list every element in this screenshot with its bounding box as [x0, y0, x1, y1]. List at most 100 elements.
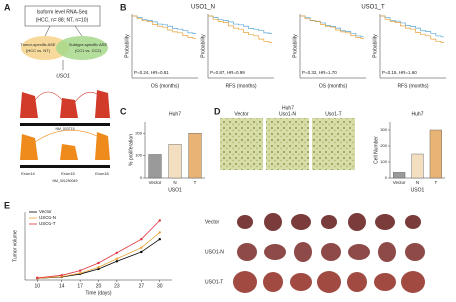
tumor-photo [405, 243, 425, 261]
x-label: RFS (months) [397, 83, 428, 89]
image-label: Vector [205, 219, 220, 225]
km-curve [132, 15, 196, 39]
x-tick-label: 23 [114, 283, 120, 289]
tumor-photo [374, 273, 396, 291]
axis [299, 14, 366, 79]
legend-label: USO1-N [39, 215, 56, 220]
y-label: Probability [372, 34, 378, 58]
y-label: Probability [200, 34, 206, 58]
km-curve [208, 15, 272, 43]
oval-text: Tumor-specific ASE [21, 42, 56, 47]
axis [131, 14, 198, 79]
tumor-photo [264, 244, 286, 260]
point [158, 238, 161, 241]
tumor-photo [405, 215, 421, 229]
x-tick-label: N [173, 180, 176, 185]
exon-bar [20, 123, 110, 126]
chart-title: Huh7 [412, 111, 424, 117]
x-label: USO1 [411, 187, 425, 193]
image-label: USO1-N [205, 249, 224, 255]
gene: USO1 [56, 73, 70, 79]
image-label: USO1-T [205, 279, 223, 285]
point [97, 267, 100, 271]
exon-label: Exon14 [21, 171, 35, 176]
y-tick-label: 300 [380, 127, 387, 132]
y-tick-label: 0 [385, 175, 388, 180]
tumor-photo [264, 213, 282, 231]
tumor-photo [401, 271, 425, 293]
tumor-photo [321, 215, 337, 229]
x-tick-label: 10 [34, 283, 40, 289]
panel-label: C [120, 106, 127, 116]
legend-label: USO1-T [39, 221, 56, 226]
x-tick-label: 27 [139, 283, 145, 289]
point [115, 257, 119, 260]
bar [168, 144, 182, 179]
point [60, 274, 63, 277]
isoform-label: NM_003715 [55, 127, 74, 131]
km-curve [380, 15, 444, 43]
km-curve [380, 15, 444, 38]
tumor-photo [348, 213, 366, 231]
x-label: OS (months) [319, 83, 348, 89]
km-stat: P=0.15, HR=1.60 [382, 70, 417, 75]
point [36, 276, 39, 280]
bar [188, 132, 202, 179]
oval-text: (HCC vs. NT) [26, 48, 51, 53]
point [78, 272, 82, 275]
box-text: Isoform level RNA-Seq [37, 9, 88, 15]
oval-text: Subtype-specific ASE [69, 42, 108, 47]
point [140, 238, 143, 241]
axis [207, 14, 274, 79]
x-label: Time (days) [85, 290, 112, 296]
y-label: Cell Number [373, 136, 379, 164]
x-tick-label: 14 [59, 283, 65, 289]
legend-label: Vector [39, 209, 52, 214]
x-label: OS (months) [151, 83, 180, 89]
x-tick-label: 20 [96, 283, 102, 289]
tumor-photo [263, 272, 283, 292]
bar [429, 129, 442, 179]
series-line [37, 238, 160, 279]
microscopy-image [220, 118, 263, 170]
image-label: Uso1-N [279, 111, 296, 117]
ase-oval [21, 36, 69, 60]
y-label: Probability [292, 34, 298, 58]
km-stat: P=0.87, HR=0.99 [210, 70, 245, 75]
tumor-photo [291, 214, 311, 230]
x-tick-label: N [416, 180, 419, 185]
point [158, 219, 161, 222]
y-label: Probability [124, 34, 130, 58]
y-tick-label: 0 [140, 175, 143, 180]
exon-bar [20, 165, 110, 168]
point [140, 246, 143, 249]
oval-text: (CC1 vs. CC2) [75, 48, 102, 53]
panel-label: E [4, 200, 10, 210]
tumor-photo [290, 273, 312, 291]
km-curve [208, 15, 272, 34]
tumor-photo [378, 242, 396, 262]
km-stat: P=0.32, HR=1.70 [302, 70, 337, 75]
point [97, 261, 100, 265]
sashimi-track [20, 132, 110, 160]
exon-label: Exon16 [95, 171, 109, 176]
axis [24, 212, 172, 281]
x-tick-label: Vector [149, 180, 162, 185]
tumor-photo [317, 271, 341, 293]
y-tick-label: 200 [135, 130, 142, 135]
panel-label: A [4, 2, 11, 12]
panel-label: B [120, 2, 127, 12]
source-box [24, 5, 101, 27]
point [158, 231, 161, 234]
bar [148, 154, 162, 179]
bar [411, 153, 424, 179]
y-tick-label: 100 [380, 159, 387, 164]
sashimi-track [20, 90, 110, 118]
tumor-photo [237, 243, 257, 261]
microscopy-image [266, 118, 309, 170]
x-label: RFS (months) [225, 83, 256, 89]
tumor-photo [347, 272, 367, 292]
x-tick-label: 17 [77, 283, 83, 289]
y-tick-label: 100 [135, 153, 142, 158]
